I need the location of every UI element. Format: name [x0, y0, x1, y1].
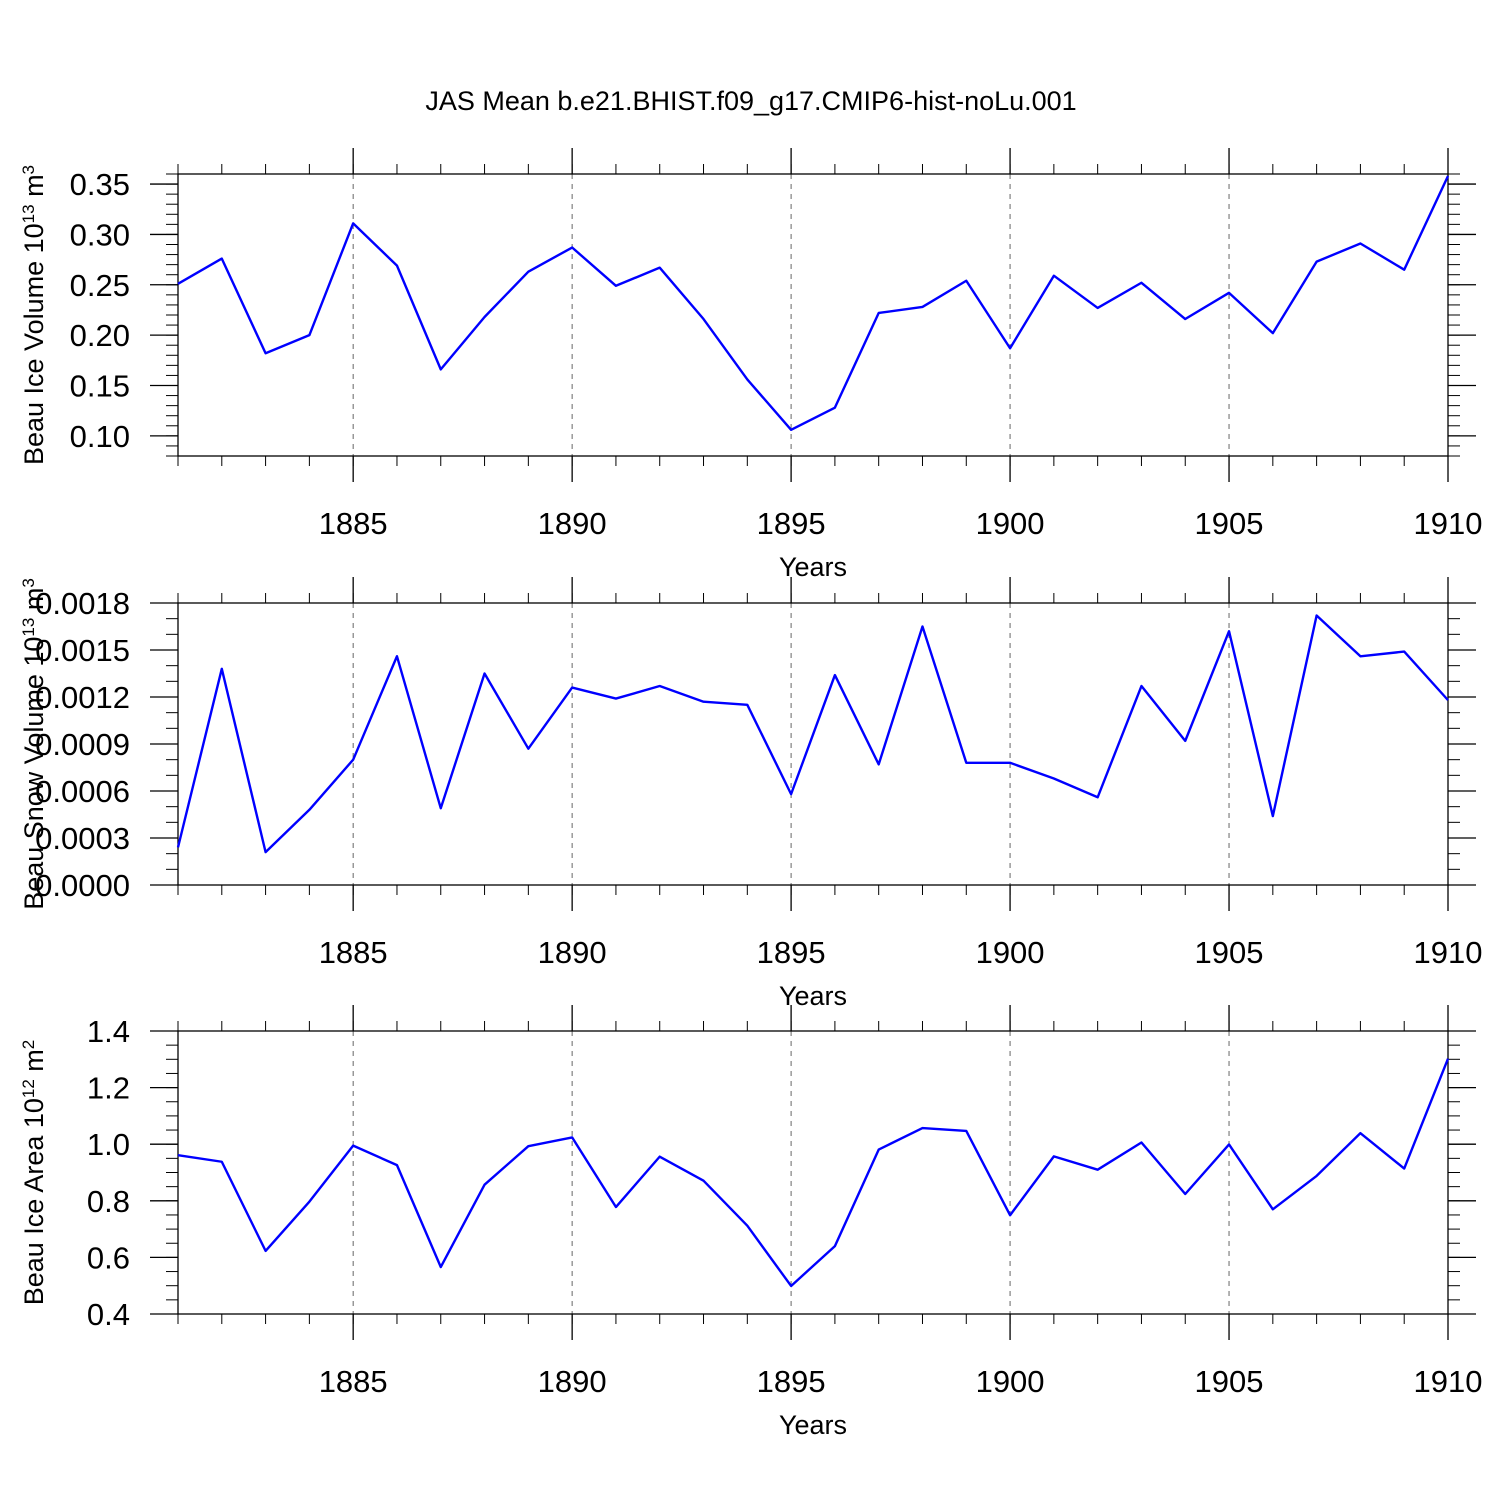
y-tick-label: 0.0003	[35, 821, 130, 856]
x-tick-label: 1895	[757, 935, 826, 970]
y-tick-label: 0.15	[70, 369, 130, 404]
y-axis-label-superscript: 13	[19, 618, 38, 637]
y-axis-label-part: m	[19, 1049, 49, 1079]
x-tick-label: 1890	[538, 1364, 607, 1399]
y-axis-label-part: Beau Ice Volume 10	[19, 223, 49, 465]
plot-frame	[177, 173, 1449, 457]
x-tick-label: 1895	[757, 506, 826, 541]
series-line	[177, 1058, 1450, 1288]
panel-2: 0.0000 0.0003 0.0006 0.0009 0.0012 0.0015 0.00…	[19, 577, 1483, 1011]
y-tick-label: 0.20	[70, 318, 130, 353]
x-tick-label: 1910	[1414, 935, 1483, 970]
y-axis-label-superscript: 12	[19, 1079, 38, 1098]
x-tick-label: 1895	[757, 1364, 826, 1399]
y-axis-label-superscript: 2	[19, 1040, 38, 1049]
y-axis-label-part: m	[19, 588, 49, 618]
y-tick-label: 0.0006	[35, 774, 130, 809]
x-tick-label: 1885	[319, 1364, 388, 1399]
y-tick-label: 0.35	[70, 167, 130, 202]
plot-frame	[177, 602, 1449, 886]
x-tick-label: 1910	[1414, 506, 1483, 541]
y-tick-label: 0.30	[70, 217, 130, 252]
y-axis-label-superscript: 13	[19, 204, 38, 223]
y-axis-label-part: m	[19, 174, 49, 204]
y-tick-label: 0.0015	[35, 633, 130, 668]
x-axis-label: Years	[779, 552, 847, 582]
y-tick-label: 1.4	[87, 1014, 130, 1049]
y-axis-label: Beau Ice Area 1012 m2	[19, 1040, 50, 1306]
y-tick-label: 0.10	[70, 419, 130, 454]
series-line	[176, 614, 1449, 854]
x-tick-label: 1905	[1195, 1364, 1264, 1399]
x-tick-label: 1885	[319, 935, 388, 970]
panel-3: 0.4 0.6 0.8 1.0 1.2 1.4 1885 1890 1895 1900 1905 19…	[19, 1005, 1483, 1440]
x-tick-label: 1905	[1195, 506, 1264, 541]
y-axis-label-part: Beau Ice Area 10	[19, 1098, 49, 1305]
x-tick-label: 1910	[1414, 1364, 1483, 1399]
y-tick-label: 1.2	[87, 1071, 130, 1106]
figure-title: JAS Mean b.e21.BHIST.f09_g17.CMIP6-hist-…	[425, 86, 1076, 116]
y-tick-label: 0.0000	[35, 868, 130, 903]
y-tick-label: 0.0018	[35, 586, 130, 621]
x-tick-label: 1890	[538, 506, 607, 541]
x-tick-label: 1885	[319, 506, 388, 541]
series-line	[177, 175, 1450, 432]
y-tick-label: 0.6	[87, 1240, 130, 1275]
x-tick-label: 1900	[976, 1364, 1045, 1399]
y-tick-label: 0.4	[87, 1297, 130, 1332]
panel-1: 0.10 0.15 0.20 0.25 0.30 0.35 1885 1890 1895 1900…	[19, 148, 1483, 582]
x-axis-label: Years	[779, 1410, 847, 1440]
y-tick-label: 0.0012	[35, 680, 130, 715]
y-tick-label: 0.8	[87, 1184, 130, 1219]
y-axis-label-superscript: 3	[19, 578, 38, 587]
y-tick-label: 0.25	[70, 268, 130, 303]
y-axis-label-superscript: 3	[19, 165, 38, 174]
plot-frame	[177, 1030, 1449, 1315]
y-tick-label: 1.0	[87, 1127, 130, 1162]
x-tick-label: 1905	[1195, 935, 1264, 970]
y-axis-label-part: Beau Snow Volume 10	[19, 637, 49, 910]
x-tick-label: 1900	[976, 506, 1045, 541]
y-axis-label: Beau Snow Volume 1013 m3	[19, 578, 50, 910]
x-tick-label: 1890	[538, 935, 607, 970]
y-axis-label: Beau Ice Volume 1013 m3	[19, 165, 50, 465]
x-axis-label: Years	[779, 981, 847, 1011]
x-tick-label: 1900	[976, 935, 1045, 970]
y-tick-label: 0.0009	[35, 727, 130, 762]
